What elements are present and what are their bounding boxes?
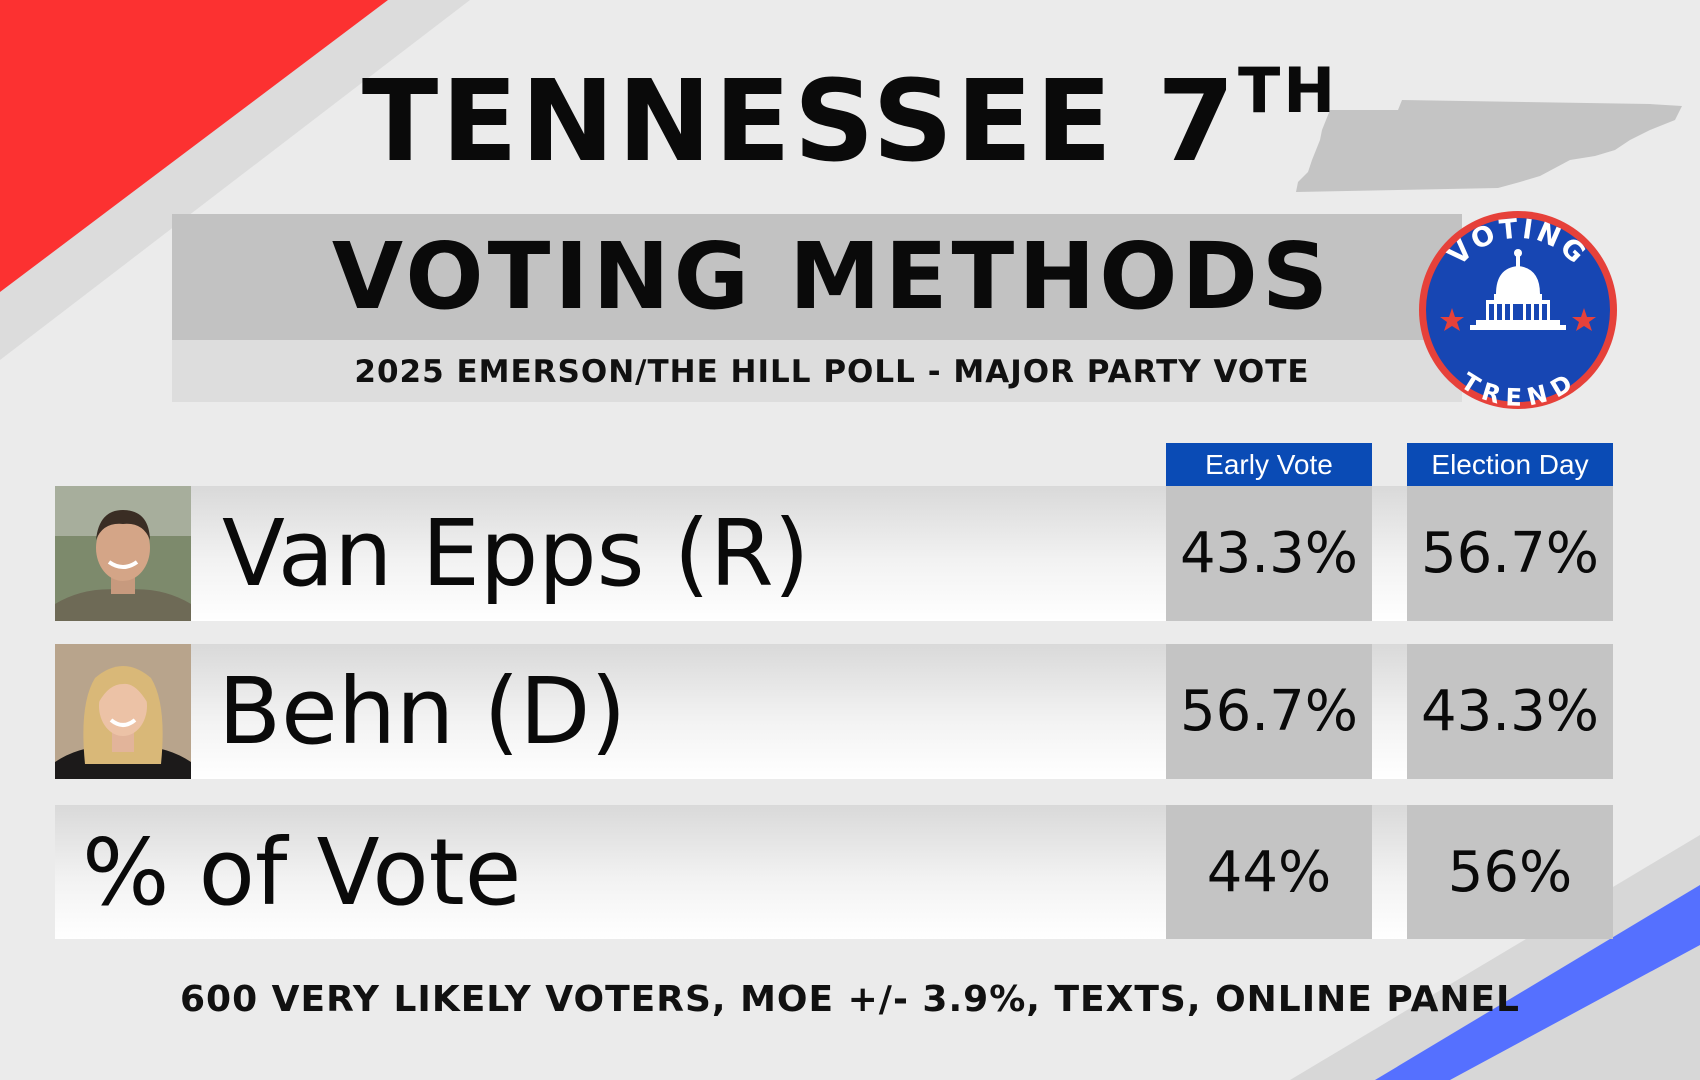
capitol-icon — [1470, 249, 1566, 330]
column-header-election-day: Election Day — [1407, 443, 1613, 486]
blue-stripe-bottom-right — [1375, 885, 1700, 1080]
methodology-footer: 600 VERY LIKELY VOTERS, MOE +/- 3.9%, TE… — [180, 979, 1520, 1020]
election-day-value: 56.7% — [1407, 486, 1613, 621]
early-vote-value: 43.3% — [1166, 486, 1372, 621]
poll-source: 2025 EMERSON/THE HILL POLL - MAJOR PARTY… — [354, 354, 1310, 390]
tennessee-state-icon — [1296, 100, 1682, 192]
page-title: TENNESSEE 7TH — [361, 54, 1339, 187]
candidate-name: Van Epps (R) — [222, 500, 810, 607]
election-day-value: 43.3% — [1407, 644, 1613, 779]
red-stripe-top-left — [0, 0, 388, 292]
early-vote-share: 44% — [1166, 805, 1372, 939]
column-header-early-vote: Early Vote — [1166, 443, 1372, 486]
subtitle: VOTING METHODS — [331, 223, 1333, 330]
voting-trend-logo: VOTING TREND — [1419, 211, 1617, 412]
star-right-icon — [1572, 308, 1596, 331]
candidate-photo-van-epps — [55, 486, 191, 621]
subtitle-band — [172, 214, 1462, 340]
early-vote-value: 56.7% — [1166, 644, 1372, 779]
election-day-share: 56% — [1407, 805, 1613, 939]
vote-share-label: % of Vote — [82, 819, 522, 926]
candidate-name: Behn (D) — [218, 658, 627, 765]
star-left-icon — [1440, 308, 1464, 331]
title-suffix: TH — [1237, 54, 1339, 127]
candidate-photo-behn — [55, 644, 191, 779]
source-band — [172, 340, 1462, 402]
